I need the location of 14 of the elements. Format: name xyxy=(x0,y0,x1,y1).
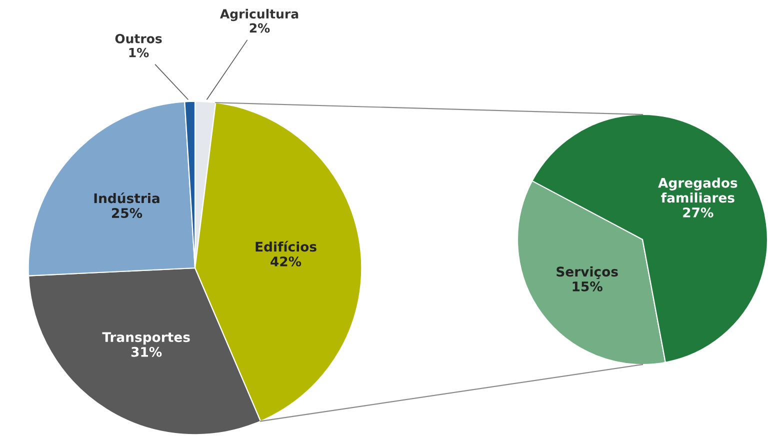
slice-label: Edifícios xyxy=(256,240,316,252)
data-label: 1% xyxy=(129,48,149,58)
slice-label: Transportes xyxy=(102,332,190,345)
slice-label: Indústria xyxy=(94,192,160,204)
slice-label: Outros xyxy=(115,34,162,44)
data-label: 27% xyxy=(683,207,714,218)
data-label: 2% xyxy=(250,23,270,33)
data-label: 42% xyxy=(270,256,302,266)
data-label: 31% xyxy=(131,346,162,357)
slice-label: Serviços xyxy=(556,266,618,280)
data-label: 15% xyxy=(572,281,602,292)
slice-label: Agregados familiares xyxy=(658,178,738,203)
data-label: 25% xyxy=(112,208,142,218)
slice-label: Agricultura xyxy=(220,8,298,22)
